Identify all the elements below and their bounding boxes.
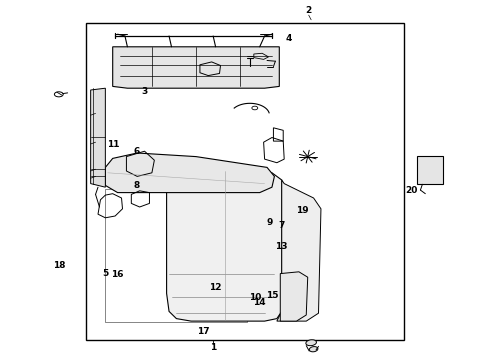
Polygon shape [280, 272, 308, 321]
Bar [105, 189, 247, 322]
Bar [416, 156, 443, 184]
Text: 8: 8 [133, 181, 139, 190]
Bar [86, 23, 404, 340]
Polygon shape [113, 47, 279, 88]
Text: 17: 17 [197, 327, 210, 336]
Ellipse shape [309, 347, 318, 352]
Text: 2: 2 [306, 6, 312, 15]
Text: 16: 16 [111, 270, 124, 279]
Text: 18: 18 [52, 261, 65, 270]
Text: 11: 11 [107, 140, 120, 149]
Text: 4: 4 [286, 35, 293, 44]
Polygon shape [277, 180, 321, 321]
Text: 6: 6 [133, 147, 139, 156]
Text: 10: 10 [248, 292, 261, 301]
Text: 13: 13 [275, 242, 288, 251]
Polygon shape [167, 169, 282, 321]
Text: 14: 14 [253, 298, 266, 307]
Text: 7: 7 [278, 220, 285, 230]
Ellipse shape [306, 340, 317, 346]
Polygon shape [91, 88, 105, 187]
Text: 20: 20 [405, 186, 418, 195]
Text: 19: 19 [296, 206, 309, 215]
Text: 5: 5 [102, 269, 108, 278]
Text: 3: 3 [142, 87, 147, 96]
Polygon shape [105, 153, 274, 193]
Text: 9: 9 [266, 218, 273, 227]
Text: 1: 1 [210, 343, 216, 352]
Text: 15: 15 [266, 291, 278, 300]
Text: 12: 12 [209, 284, 222, 293]
